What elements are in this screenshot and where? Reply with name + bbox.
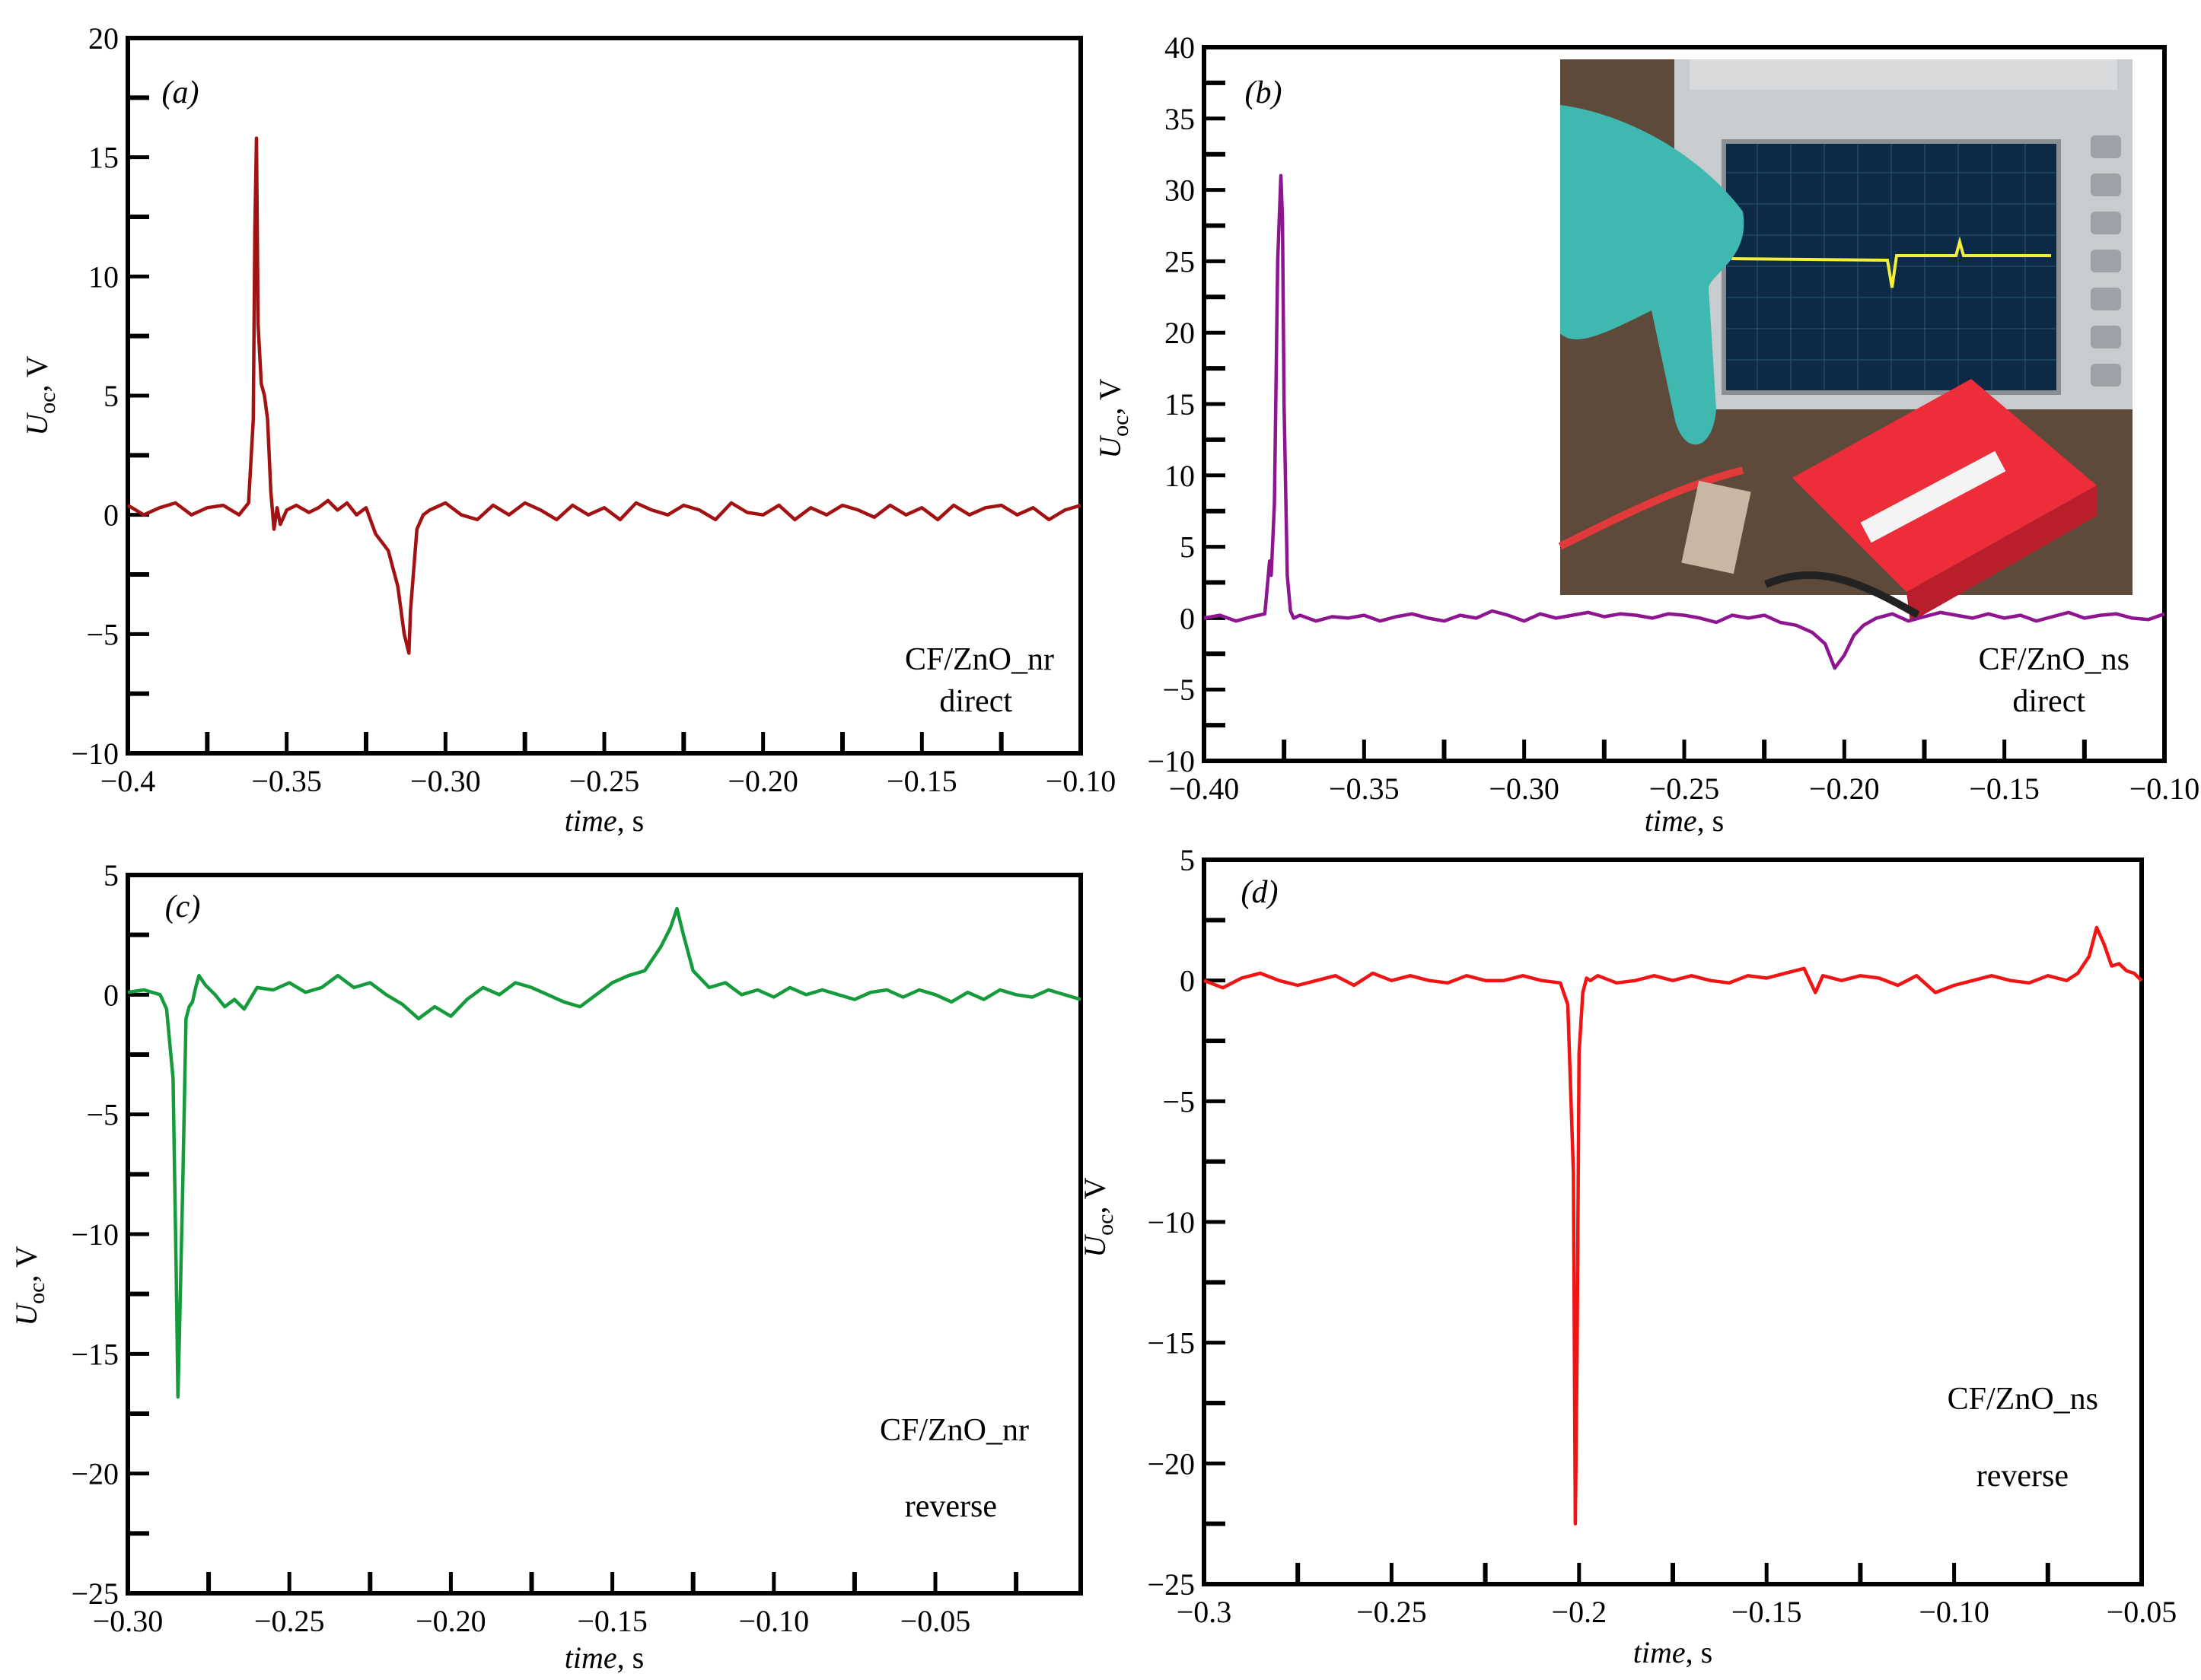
y-tick-label: 25 bbox=[1164, 244, 1195, 278]
series-line bbox=[1203, 173, 2165, 670]
x-tick-label: −0.15 bbox=[1731, 1595, 1802, 1629]
x-tick-label: −0.30 bbox=[410, 764, 481, 798]
x-tick-label: −0.20 bbox=[1809, 772, 1880, 806]
y-tick-label: −5 bbox=[1162, 673, 1195, 707]
annotation: CF/ZnO_nr bbox=[905, 642, 1054, 677]
x-axis-title: time, s bbox=[565, 1640, 644, 1675]
x-tick-label: −0.10 bbox=[739, 1604, 810, 1638]
y-tick-label: 15 bbox=[88, 141, 119, 175]
panel-d: −25 −20 −15 −10 −5 0 5 −0.3 −0.25 −0.2 −0.15 −0.10 −… bbox=[1078, 843, 2177, 1669]
y-axis-title: Uoc, V bbox=[20, 355, 60, 435]
y-tick-label: −10 bbox=[71, 1217, 119, 1252]
x-tick-label: −0.05 bbox=[2107, 1595, 2177, 1629]
y-tick-label: −10 bbox=[1147, 1205, 1195, 1239]
x-tick-label: −0.30 bbox=[1489, 772, 1559, 806]
y-tick-label: 0 bbox=[1180, 601, 1195, 635]
x-tick-label: −0.15 bbox=[1969, 772, 2040, 806]
x-tick-label: −0.2 bbox=[1552, 1595, 1607, 1629]
series-line bbox=[127, 906, 1081, 1399]
y-tick-label: −5 bbox=[86, 617, 119, 651]
y-axis-title: Uoc, V bbox=[1093, 378, 1133, 458]
inset-oscilloscope-photo bbox=[1558, 59, 2133, 622]
x-tick-label: −0.05 bbox=[900, 1604, 971, 1638]
annotation: reverse bbox=[905, 1489, 997, 1524]
y-tick-label: −20 bbox=[1147, 1446, 1195, 1481]
x-tick-label: −0.15 bbox=[577, 1604, 648, 1638]
y-tick-label: 0 bbox=[104, 498, 119, 533]
panel-label: (b) bbox=[1245, 75, 1282, 110]
x-tick-label: −0.25 bbox=[254, 1604, 325, 1638]
y-tick-label: −25 bbox=[1147, 1567, 1195, 1602]
y-tick-label: 35 bbox=[1164, 102, 1195, 136]
y-axis-title: Uoc, V bbox=[9, 1246, 49, 1325]
y-tick-label: 20 bbox=[1164, 316, 1195, 350]
annotation: direct bbox=[939, 684, 1012, 719]
y-tick-label: 5 bbox=[1180, 530, 1195, 565]
x-axis-title: time, s bbox=[1633, 1635, 1712, 1669]
y-tick-label: 30 bbox=[1164, 173, 1195, 208]
x-tick-label: −0.10 bbox=[2129, 772, 2200, 806]
x-tick-label: −0.15 bbox=[887, 764, 957, 798]
x-tick-label: −0.35 bbox=[251, 764, 322, 798]
y-tick-label: −20 bbox=[71, 1457, 119, 1491]
y-tick-label: 5 bbox=[104, 379, 119, 413]
annotation: CF/ZnO_ns bbox=[1979, 642, 2129, 677]
y-tick-label: −10 bbox=[1147, 744, 1195, 778]
y-tick-label: −5 bbox=[1162, 1084, 1195, 1118]
y-tick-label: −5 bbox=[86, 1098, 119, 1132]
panel-label: (c) bbox=[165, 889, 201, 924]
y-tick-label: 0 bbox=[104, 978, 119, 1012]
panel-c: −25 −20 −15 −10 −5 0 5 −0.30 −0.25 −0.20 −0.15 −0.1… bbox=[9, 858, 1083, 1675]
x-tick-label: −0.10 bbox=[1919, 1595, 1989, 1629]
x-tick-label: −0.25 bbox=[1356, 1595, 1427, 1629]
y-tick-label: 40 bbox=[1164, 30, 1195, 65]
y-tick-label: 15 bbox=[1164, 387, 1195, 422]
x-tick-label: −0.25 bbox=[569, 764, 640, 798]
y-tick-label: −10 bbox=[71, 737, 119, 771]
plot-frame bbox=[126, 873, 1083, 1596]
y-tick-label: −15 bbox=[1147, 1326, 1195, 1360]
y-tick-label: 10 bbox=[1164, 459, 1195, 493]
x-tick-label: −0.35 bbox=[1329, 772, 1400, 806]
panel-label: (d) bbox=[1241, 875, 1279, 910]
annotation: direct bbox=[2012, 684, 2085, 719]
annotation: CF/ZnO_nr bbox=[880, 1413, 1029, 1448]
x-tick-label: −0.3 bbox=[1177, 1595, 1232, 1629]
x-tick-label: −0.20 bbox=[416, 1604, 486, 1638]
y-tick-label: 10 bbox=[88, 259, 119, 294]
x-tick-label: −0.30 bbox=[93, 1604, 164, 1638]
panel-b: −10 −5 0 5 10 15 20 25 30 35 40 −0.40 −0.35 −0.30 −0.2… bbox=[1093, 30, 2199, 838]
annotation: CF/ZnO_ns bbox=[1948, 1382, 2098, 1417]
y-tick-label: 5 bbox=[104, 858, 119, 892]
y-axis-title: Uoc, V bbox=[1078, 1177, 1118, 1257]
x-tick-label: −0.10 bbox=[1046, 764, 1116, 798]
y-tick-label: −15 bbox=[71, 1337, 119, 1371]
x-axis-title: time, s bbox=[1645, 803, 1724, 838]
annotation: reverse bbox=[1976, 1459, 2069, 1494]
x-tick-label: −0.25 bbox=[1649, 772, 1720, 806]
series-line bbox=[1203, 925, 2143, 1526]
y-tick-label: 20 bbox=[88, 21, 119, 56]
panel-label: (a) bbox=[162, 75, 199, 110]
y-tick-label: −25 bbox=[71, 1577, 119, 1611]
y-tick-label: 5 bbox=[1180, 843, 1195, 877]
series-line bbox=[126, 136, 1081, 655]
y-tick-label: 0 bbox=[1180, 964, 1195, 998]
x-tick-label: −0.40 bbox=[1169, 772, 1240, 806]
panel-a: −10 −5 0 5 10 15 20 −0.4 −0.35 −0.30 −0.25 −0.20 −0.… bbox=[20, 21, 1116, 838]
x-axis-title: time, s bbox=[565, 803, 644, 838]
x-tick-label: −0.20 bbox=[728, 764, 798, 798]
x-tick-label: −0.4 bbox=[100, 764, 156, 798]
